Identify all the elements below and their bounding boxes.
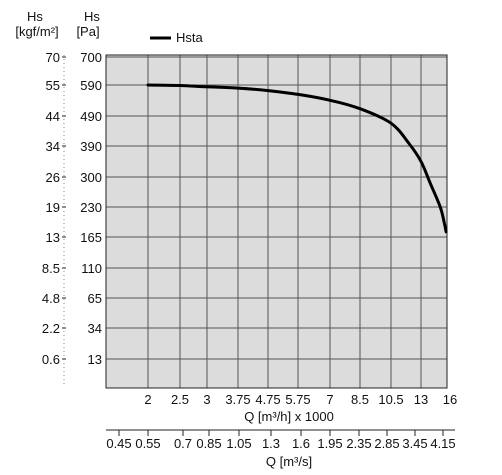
- secondary-x-tick-label: 1.3: [262, 436, 280, 451]
- secondary-x-tick-label: 0.7: [174, 436, 192, 451]
- pa-tick-label: 390: [80, 139, 102, 154]
- secondary-x-tick-label: 3.45: [402, 436, 427, 451]
- x-tick-label: 5.75: [285, 392, 310, 407]
- x-axis-tick-labels: 2 2.5 3 3.75 4.75 5.75 7 8.5 10.5 13 16: [144, 392, 457, 407]
- kgf-tick-label: 2.2: [42, 321, 60, 336]
- x-tick-label: 7: [326, 392, 333, 407]
- secondary-x-tick-label: 0.85: [196, 436, 221, 451]
- secondary-x-tick-label: 1.6: [292, 436, 310, 451]
- kgf-tick-label: 44: [46, 109, 60, 124]
- grid-lines: [106, 55, 447, 388]
- secondary-x-axis-label: Q [m³/s]: [266, 454, 312, 469]
- plot-frame: [105, 54, 448, 389]
- kgf-axis-header-top: Hs: [27, 9, 43, 24]
- x-tick-label: 3: [203, 392, 210, 407]
- kgf-axis-ticks: 70 55 44 34 26 19 13 8.5 4.8 2.2 0.6: [42, 50, 66, 385]
- kgf-tick-label: 55: [46, 78, 60, 93]
- x-tick-label: 4.75: [255, 392, 280, 407]
- kgf-tick-label: 26: [46, 170, 60, 185]
- kgf-tick-label: 4.8: [42, 291, 60, 306]
- kgf-tick-label: 13: [46, 230, 60, 245]
- x-tick-label: 2.5: [171, 392, 189, 407]
- x-tick-label: 2: [144, 392, 151, 407]
- pa-tick-label: 700: [80, 50, 102, 65]
- kgf-tick-label: 70: [46, 50, 60, 65]
- pa-tick-label: 230: [80, 200, 102, 215]
- pa-tick-label: 34: [88, 321, 102, 336]
- secondary-x-axis-ticks: 0.45 0.55 0.7 0.85 1.05 1.3 1.6 1.95 2.35 2.85 3.4…: [106, 430, 456, 451]
- pa-axis-header-bottom: [Pa]: [76, 24, 99, 39]
- secondary-x-tick-label: 2.35: [346, 436, 371, 451]
- pa-tick-label: 13: [88, 352, 102, 367]
- x-axis-label: Q [m³/h] x 1000: [244, 409, 334, 424]
- kgf-tick-label: 0.6: [42, 352, 60, 367]
- kgf-tick-label: 8.5: [42, 261, 60, 276]
- secondary-x-tick-label: 0.55: [135, 436, 160, 451]
- pa-axis-header-top: Hs: [84, 9, 100, 24]
- x-tick-label: 10.5: [378, 392, 403, 407]
- kgf-tick-label: 19: [46, 200, 60, 215]
- pa-tick-label: 490: [80, 109, 102, 124]
- secondary-x-tick-label: 0.45: [106, 436, 131, 451]
- secondary-x-tick-label: 4.15: [430, 436, 455, 451]
- x-tick-label: 8.5: [351, 392, 369, 407]
- kgf-axis-header-bottom: [kgf/m²]: [15, 24, 58, 39]
- secondary-x-tick-label: 2.85: [374, 436, 399, 451]
- pa-tick-label: 110: [81, 261, 102, 276]
- x-tick-label: 3.75: [225, 392, 250, 407]
- pa-tick-label: 65: [88, 291, 102, 306]
- legend-label: Hsta: [176, 30, 204, 45]
- pa-tick-label: 300: [80, 170, 102, 185]
- plot-area: [106, 55, 447, 388]
- secondary-x-tick-label: 1.95: [317, 436, 342, 451]
- x-tick-label: 13: [414, 392, 428, 407]
- pa-tick-label: 590: [80, 78, 102, 93]
- pa-axis-ticks: 700 590 490 390 300 230 165 110 65 34 13: [80, 50, 102, 367]
- kgf-tick-label: 34: [46, 139, 60, 154]
- pa-tick-label: 165: [80, 230, 102, 245]
- secondary-x-tick-label: 1.05: [226, 436, 251, 451]
- series-hsta-line: [146, 83, 448, 234]
- x-tick-label: 16: [443, 392, 457, 407]
